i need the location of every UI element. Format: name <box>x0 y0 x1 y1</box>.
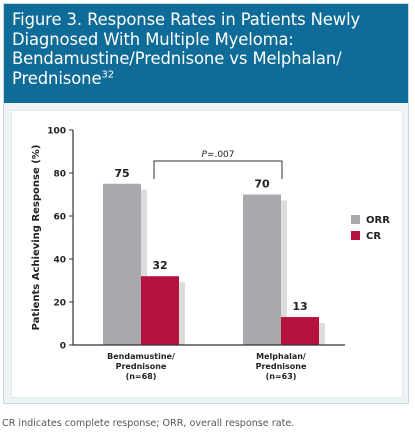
data-label-orr-0: 75 <box>114 167 129 180</box>
y-axis-label: Patients Achieving Response (%) <box>31 145 42 331</box>
bar-orr-0 <box>103 183 141 345</box>
bar-shadow <box>141 189 147 345</box>
figure-title-reference: 32 <box>101 69 114 81</box>
chart-panel: 0 20 40 60 80 100 75 32 Bendamustine/Prednisone(… <box>11 110 403 398</box>
y-tick-label-5: 100 <box>47 127 66 137</box>
y-tick-label-0: 0 <box>60 342 66 352</box>
legend-swatch-orr <box>351 215 360 224</box>
y-tick-label-2: 40 <box>53 256 66 266</box>
bar-cr-0 <box>141 276 179 345</box>
category-label-1-2: (n=63) <box>266 372 297 381</box>
category-label-1-1: Prednisone <box>256 362 307 371</box>
figure-footnote: CR indicates complete response; ORR, ove… <box>2 418 295 429</box>
category-label-0-2: (n=68) <box>126 372 157 381</box>
legend-label-cr: CR <box>366 231 381 242</box>
data-label-orr-1: 70 <box>254 178 270 191</box>
y-tick-label-4: 80 <box>53 170 66 180</box>
figure-title: Figure 3. Response Rates in Patients New… <box>12 10 404 88</box>
figure-header: Figure 3. Response Rates in Patients New… <box>4 4 408 103</box>
figure-title-text: Figure 3. Response Rates in Patients New… <box>12 10 361 88</box>
bar-cr-1 <box>281 317 319 345</box>
significance-bracket <box>153 160 283 179</box>
figure-container: Figure 3. Response Rates in Patients New… <box>3 3 409 404</box>
p-value-text: =.007 <box>207 150 235 160</box>
y-tick-label-1: 20 <box>53 299 66 309</box>
data-label-cr-1: 13 <box>292 300 307 313</box>
data-label-cr-0: 32 <box>152 259 167 272</box>
bar-shadow <box>319 323 325 345</box>
bar-shadow <box>281 200 287 345</box>
p-value-symbol: P <box>201 150 207 160</box>
category-label-0-1: Prednisone <box>116 362 167 371</box>
significance-annotation: P=.007 <box>201 150 234 160</box>
bar-orr-1 <box>243 194 281 345</box>
bar-chart: 0204060801007532Bendamustine/Prednisone(… <box>31 127 390 382</box>
bar-shadow <box>179 282 185 345</box>
y-tick-label-3: 60 <box>53 213 66 223</box>
legend-swatch-cr <box>351 231 360 240</box>
category-label-0-0: Bendamustine/ <box>107 352 175 361</box>
legend-label-orr: ORR <box>366 215 390 226</box>
category-label-1-0: Melphalan/ <box>256 352 306 361</box>
